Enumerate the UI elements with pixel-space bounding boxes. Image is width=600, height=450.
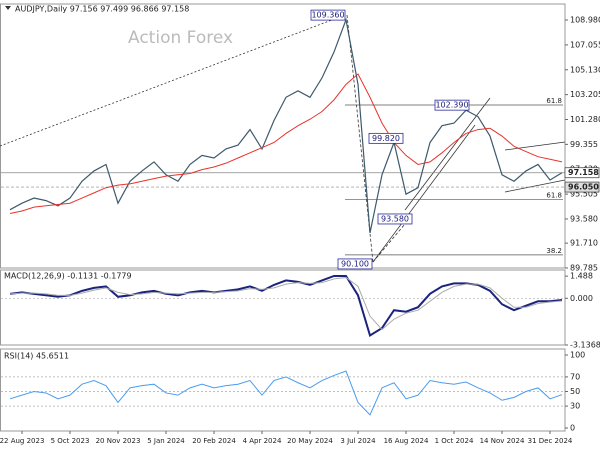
x-tick-label: 5 Oct 2023: [51, 437, 90, 445]
y-tick-label: 1.488: [570, 272, 593, 281]
fib-label: 61.8: [546, 97, 562, 105]
series-line: [9, 73, 563, 215]
menu-icon: [5, 6, 11, 10]
y-tick-label: 0: [570, 424, 575, 433]
y-tick-label: 103.205: [570, 90, 600, 99]
macd-panel: [0, 269, 566, 346]
y-tick-label: 105.130: [570, 65, 600, 74]
annotation: 99.820: [372, 134, 400, 143]
price-label-box: [564, 167, 600, 179]
y-tick-label: 91.710: [570, 239, 598, 248]
price-label: 96.050: [568, 183, 599, 192]
y-tick-label: 30: [570, 402, 580, 411]
y-tick-label: 101.280: [570, 115, 600, 124]
x-tick-label: 20 Nov 2023: [96, 437, 141, 445]
panel-title: RSI(14) 45.6511: [4, 352, 69, 361]
annotation-box: [377, 213, 413, 225]
fib-label: 38.2: [546, 247, 562, 255]
x-tick-label: 14 Nov 2024: [480, 437, 525, 445]
x-tick-label: 3 Jul 2024: [340, 437, 376, 445]
y-tick-label: 0.000: [570, 294, 593, 303]
x-tick-label: 20 Feb 2024: [192, 437, 236, 445]
y-tick-label: 93.580: [570, 214, 598, 223]
panel-title: MACD(12,26,9) -0.1131 -0.1779: [4, 272, 132, 281]
y-tick-label: 89.785: [570, 264, 598, 273]
rsi-panel: [0, 348, 566, 432]
annotation: 109.360: [311, 11, 344, 20]
y-tick-label: 108.980: [570, 16, 600, 25]
annotation: 93.580: [381, 214, 409, 223]
y-tick-label: 70: [570, 372, 580, 381]
annotation: 90.100: [341, 259, 369, 268]
price-label: 97.158: [568, 168, 599, 177]
annotation-box: [310, 9, 346, 21]
annotation-box: [337, 258, 373, 270]
y-tick-label: 107.055: [570, 40, 600, 49]
y-tick-label: 99.355: [570, 140, 598, 149]
x-tick-label: 4 Apr 2024: [243, 437, 282, 445]
fib-label: 61.8: [546, 191, 562, 199]
x-tick-label: 1 Oct 2024: [435, 437, 474, 445]
series-line: [9, 17, 563, 234]
series-line: [9, 370, 563, 416]
x-tick-label: 5 Jan 2024: [147, 437, 185, 445]
x-tick-label: 31 Dec 2024: [528, 437, 573, 445]
panel-title: AUDJPY,Daily 97.156 97.499 96.866 97.158: [15, 5, 189, 14]
annotation: 102.390: [435, 101, 468, 110]
price-label-box: [564, 181, 600, 193]
x-tick-label: 16 Aug 2024: [384, 437, 429, 445]
x-tick-label: 20 May 2024: [287, 437, 333, 445]
y-tick-label: 50: [570, 387, 580, 396]
annotation-box: [434, 99, 470, 111]
annotation-box: [368, 132, 404, 144]
y-tick-label: 100: [570, 351, 585, 360]
y-tick-label: 95.505: [570, 190, 598, 199]
price-panel: [0, 3, 566, 269]
y-tick-label: -3.1368: [570, 341, 600, 350]
series-line: [9, 276, 563, 331]
watermark: Action Forex: [128, 28, 233, 48]
x-tick-label: 22 Aug 2023: [0, 437, 44, 445]
